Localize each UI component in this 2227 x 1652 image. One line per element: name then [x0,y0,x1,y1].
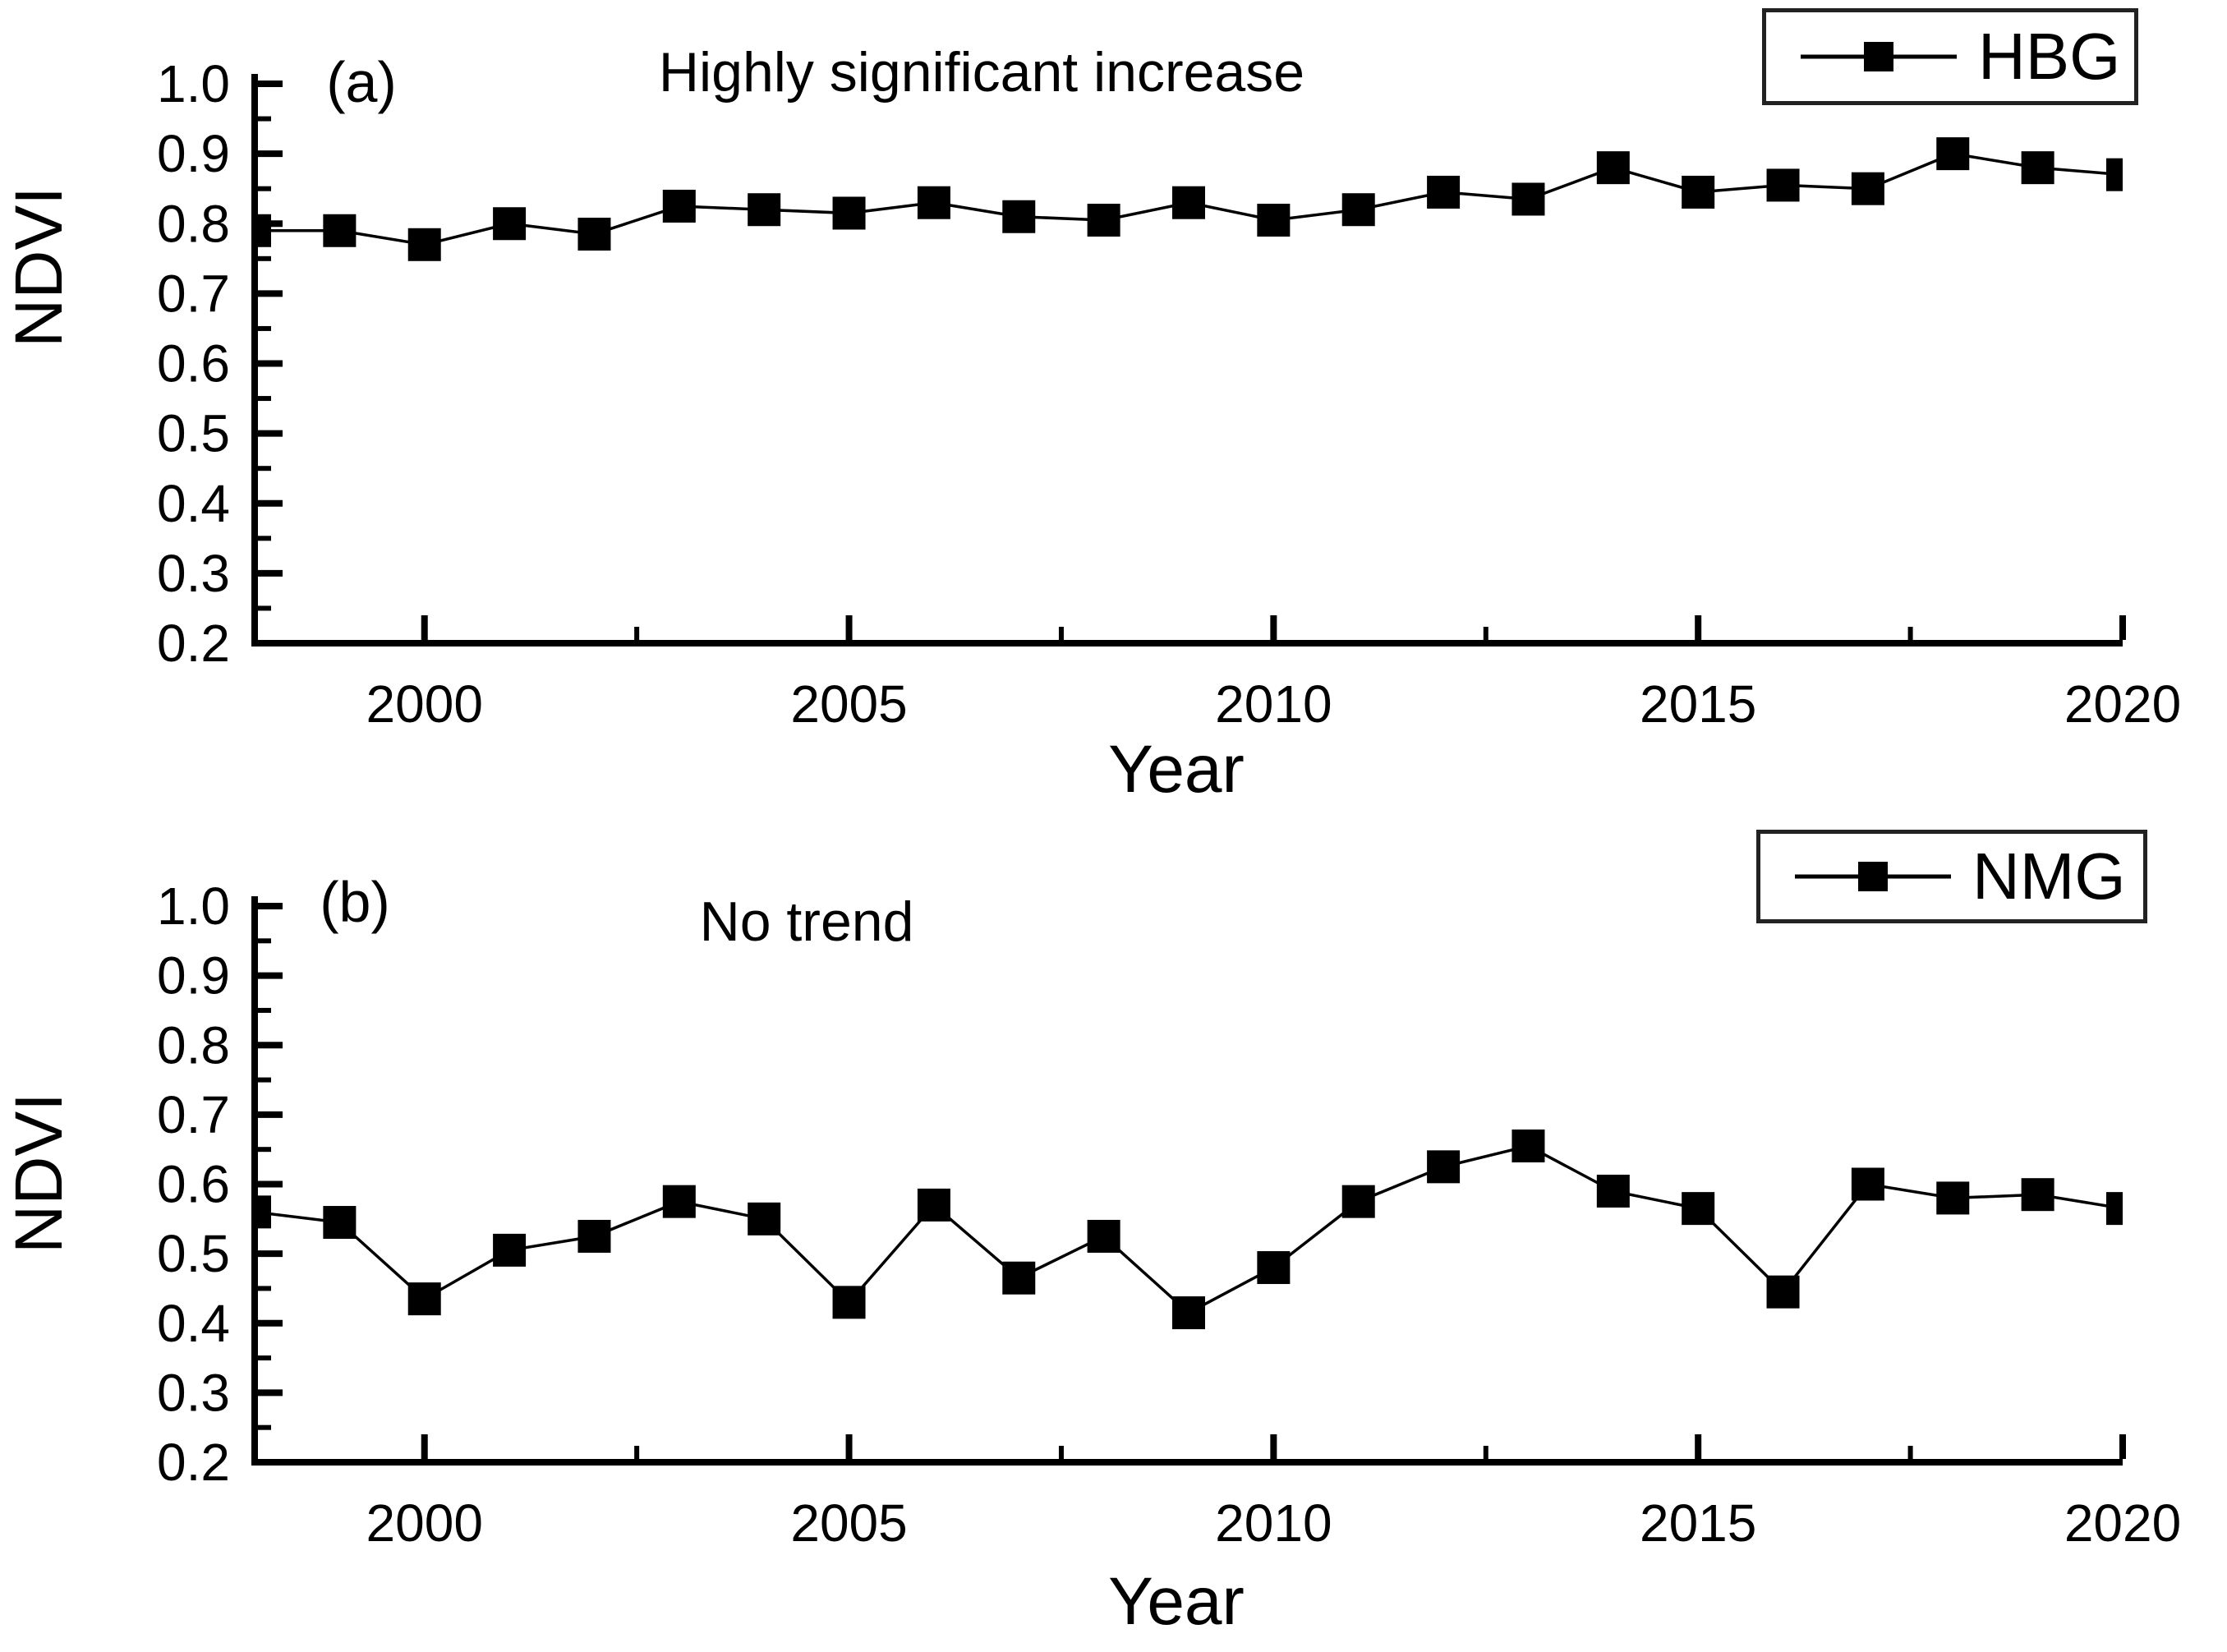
data-point-marker [1851,1167,1884,1201]
y-tick-label: 1.0 [157,877,230,936]
data-point-marker [493,207,527,241]
data-point-marker [1596,151,1630,185]
data-point-marker [1257,203,1291,237]
series-NMG [255,1129,2123,1330]
data-point-marker [1087,203,1120,237]
x-tick-label: 2000 [366,1493,483,1553]
data-point-marker [1341,1185,1375,1218]
y-tick-label: 0.7 [157,1085,230,1144]
data-point-marker [1766,1275,1800,1309]
x-tick-label: 2020 [2064,674,2181,734]
data-point-marker [1002,1261,1036,1295]
panel-b-index-label: (b) [320,870,390,934]
data-point-marker [2021,1178,2054,1212]
data-point-marker [1682,175,1715,209]
series-HBG [255,137,2123,261]
data-point-marker [1766,168,1800,202]
data-point-marker [917,1188,950,1222]
x-tick-label: 2005 [790,1493,907,1553]
chart-panel-a: 0.2 0.3 0.4 0.5 0.6 0.7 0.8 0.9 1.0 2000 2005 2010 2… [157,54,2181,734]
y-tick-label: 0.9 [157,124,230,183]
data-point-marker [1427,175,1461,209]
data-point-marker [407,1282,441,1316]
panel-a-title: Highly significant increase [658,41,1305,104]
data-point-marker [255,1195,271,1229]
x-tick-label: 2000 [366,674,483,734]
data-point-marker [1936,137,1970,171]
x-tick-label: 2010 [1215,674,1332,734]
y-tick-label: 0.5 [157,404,230,463]
data-point-marker [255,214,271,247]
legend-line-square-marker-icon [1801,42,1957,71]
x-tick-label: 2015 [1640,674,1756,734]
data-point-marker [832,1286,866,1319]
panel-a-x-axis-title: Year [1108,732,1245,807]
panel-b-legend-label: NMG [1972,840,2126,913]
data-point-marker [662,1185,696,1218]
data-point-marker [493,1233,527,1267]
y-tick-label: 0.2 [157,1433,230,1492]
panel-a-index-label: (a) [326,50,397,114]
data-point-marker [1427,1150,1461,1184]
panel-a-legend: HBG [1762,8,2138,105]
data-point-marker [1257,1251,1291,1285]
data-point-marker [1002,200,1036,233]
data-point-marker [1596,1174,1630,1208]
data-point-marker [748,193,781,227]
x-tick-label: 2010 [1215,1493,1332,1553]
data-point-marker [1682,1192,1715,1226]
y-tick-label: 0.4 [157,474,230,533]
data-point-marker [1172,186,1205,219]
x-tick-label: 2015 [1640,1493,1756,1553]
data-point-marker [2106,1192,2123,1226]
data-point-marker [748,1202,781,1236]
data-point-marker [2021,151,2054,185]
data-point-marker [662,189,696,223]
data-point-marker [1172,1296,1205,1330]
panel-b-title: No trend [699,890,914,953]
data-point-marker [2106,158,2123,191]
y-tick-label: 0.7 [157,264,230,323]
y-tick-label: 0.3 [157,1363,230,1422]
data-point-marker [1936,1181,1970,1215]
y-tick-label: 0.3 [157,544,230,603]
data-point-marker [577,218,611,251]
y-tick-label: 0.4 [157,1294,230,1353]
y-tick-label: 0.8 [157,1015,230,1074]
y-tick-label: 1.0 [157,54,230,113]
panel-a-y-axis-title: NDVI [2,186,76,347]
y-tick-label: 0.9 [157,946,230,1005]
x-tick-label: 2005 [790,674,907,734]
data-point-marker [1851,172,1884,205]
y-tick-label: 0.6 [157,334,230,393]
panel-b-y-axis-title: NDVI [2,1093,76,1254]
y-tick-label: 0.6 [157,1155,230,1214]
legend-line-square-marker-icon [1795,862,1951,891]
data-point-marker [407,228,441,261]
data-point-marker [1341,193,1375,227]
panel-a-legend-label: HBG [1978,20,2121,93]
data-point-marker [323,214,357,247]
panel-b-x-axis-title: Year [1108,1564,1245,1639]
data-point-marker [1512,1129,1545,1162]
data-point-marker [832,196,866,230]
y-tick-label: 0.5 [157,1224,230,1283]
series-line [255,1144,2123,1315]
chart-panel-b: 0.2 0.3 0.4 0.5 0.6 0.7 0.8 0.9 1.0 2000 2005 2010 2… [157,877,2181,1553]
y-tick-label: 0.8 [157,194,230,253]
panel-b-legend: NMG [1756,830,2147,923]
data-point-marker [577,1219,611,1253]
data-point-marker [323,1206,357,1240]
data-point-marker [1087,1219,1120,1253]
y-tick-label: 0.2 [157,614,230,673]
data-point-marker [917,186,950,219]
data-point-marker [1512,182,1545,216]
x-tick-label: 2020 [2064,1493,2181,1553]
